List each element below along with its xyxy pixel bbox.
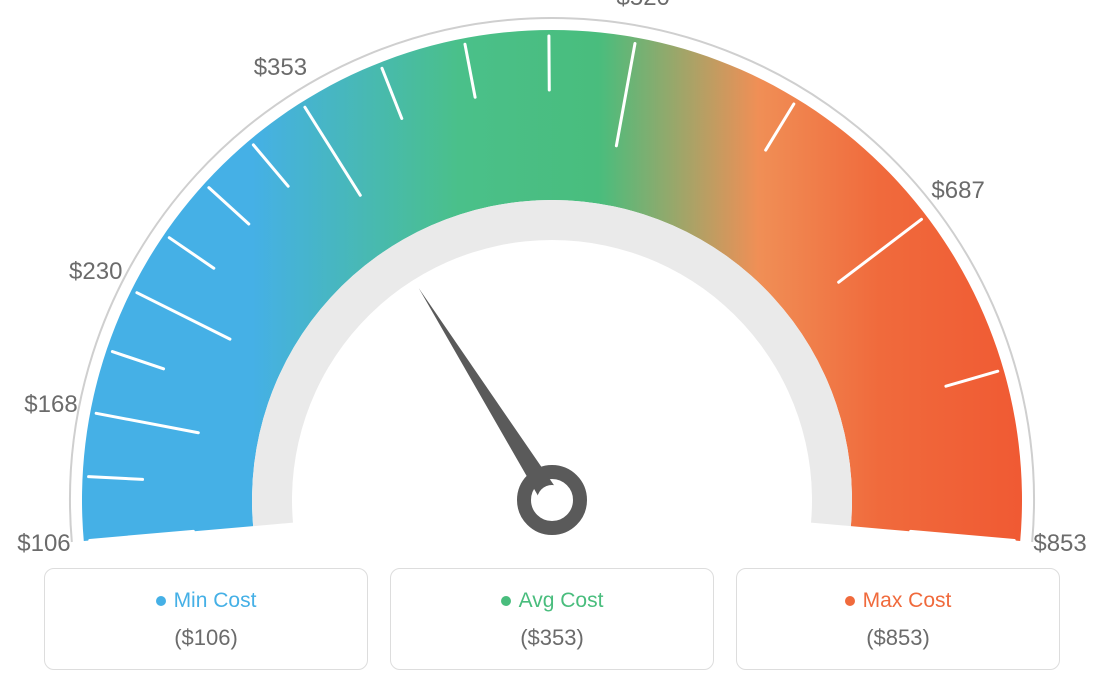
tick-label: $106 bbox=[17, 530, 70, 558]
tick-label: $230 bbox=[69, 258, 122, 286]
legend-value-max: ($853) bbox=[747, 625, 1049, 651]
legend-value-min: ($106) bbox=[55, 625, 357, 651]
tick-label: $168 bbox=[24, 391, 77, 419]
gauge-svg bbox=[0, 0, 1104, 560]
legend-card-avg: Avg Cost ($353) bbox=[390, 568, 714, 670]
legend-title-min: Min Cost bbox=[156, 589, 257, 613]
legend-card-min: Min Cost ($106) bbox=[44, 568, 368, 670]
legend-title-max: Max Cost bbox=[845, 589, 952, 613]
tick-label: $353 bbox=[254, 54, 307, 82]
legend-title-text: Max Cost bbox=[863, 589, 952, 613]
legend-title-text: Min Cost bbox=[174, 589, 257, 613]
tick-label: $687 bbox=[931, 177, 984, 205]
dot-icon bbox=[501, 596, 511, 606]
tick-label: $520 bbox=[616, 0, 669, 12]
legend-row: Min Cost ($106) Avg Cost ($353) Max Cost… bbox=[44, 568, 1060, 670]
dot-icon bbox=[156, 596, 166, 606]
legend-value-avg: ($353) bbox=[401, 625, 703, 651]
legend-title-text: Avg Cost bbox=[519, 589, 604, 613]
tick-label: $853 bbox=[1033, 530, 1086, 558]
gauge-chart: $106 $168 $230 $353 $520 $687 $853 bbox=[0, 0, 1104, 560]
dot-icon bbox=[845, 596, 855, 606]
legend-title-avg: Avg Cost bbox=[501, 589, 604, 613]
legend-card-max: Max Cost ($853) bbox=[736, 568, 1060, 670]
